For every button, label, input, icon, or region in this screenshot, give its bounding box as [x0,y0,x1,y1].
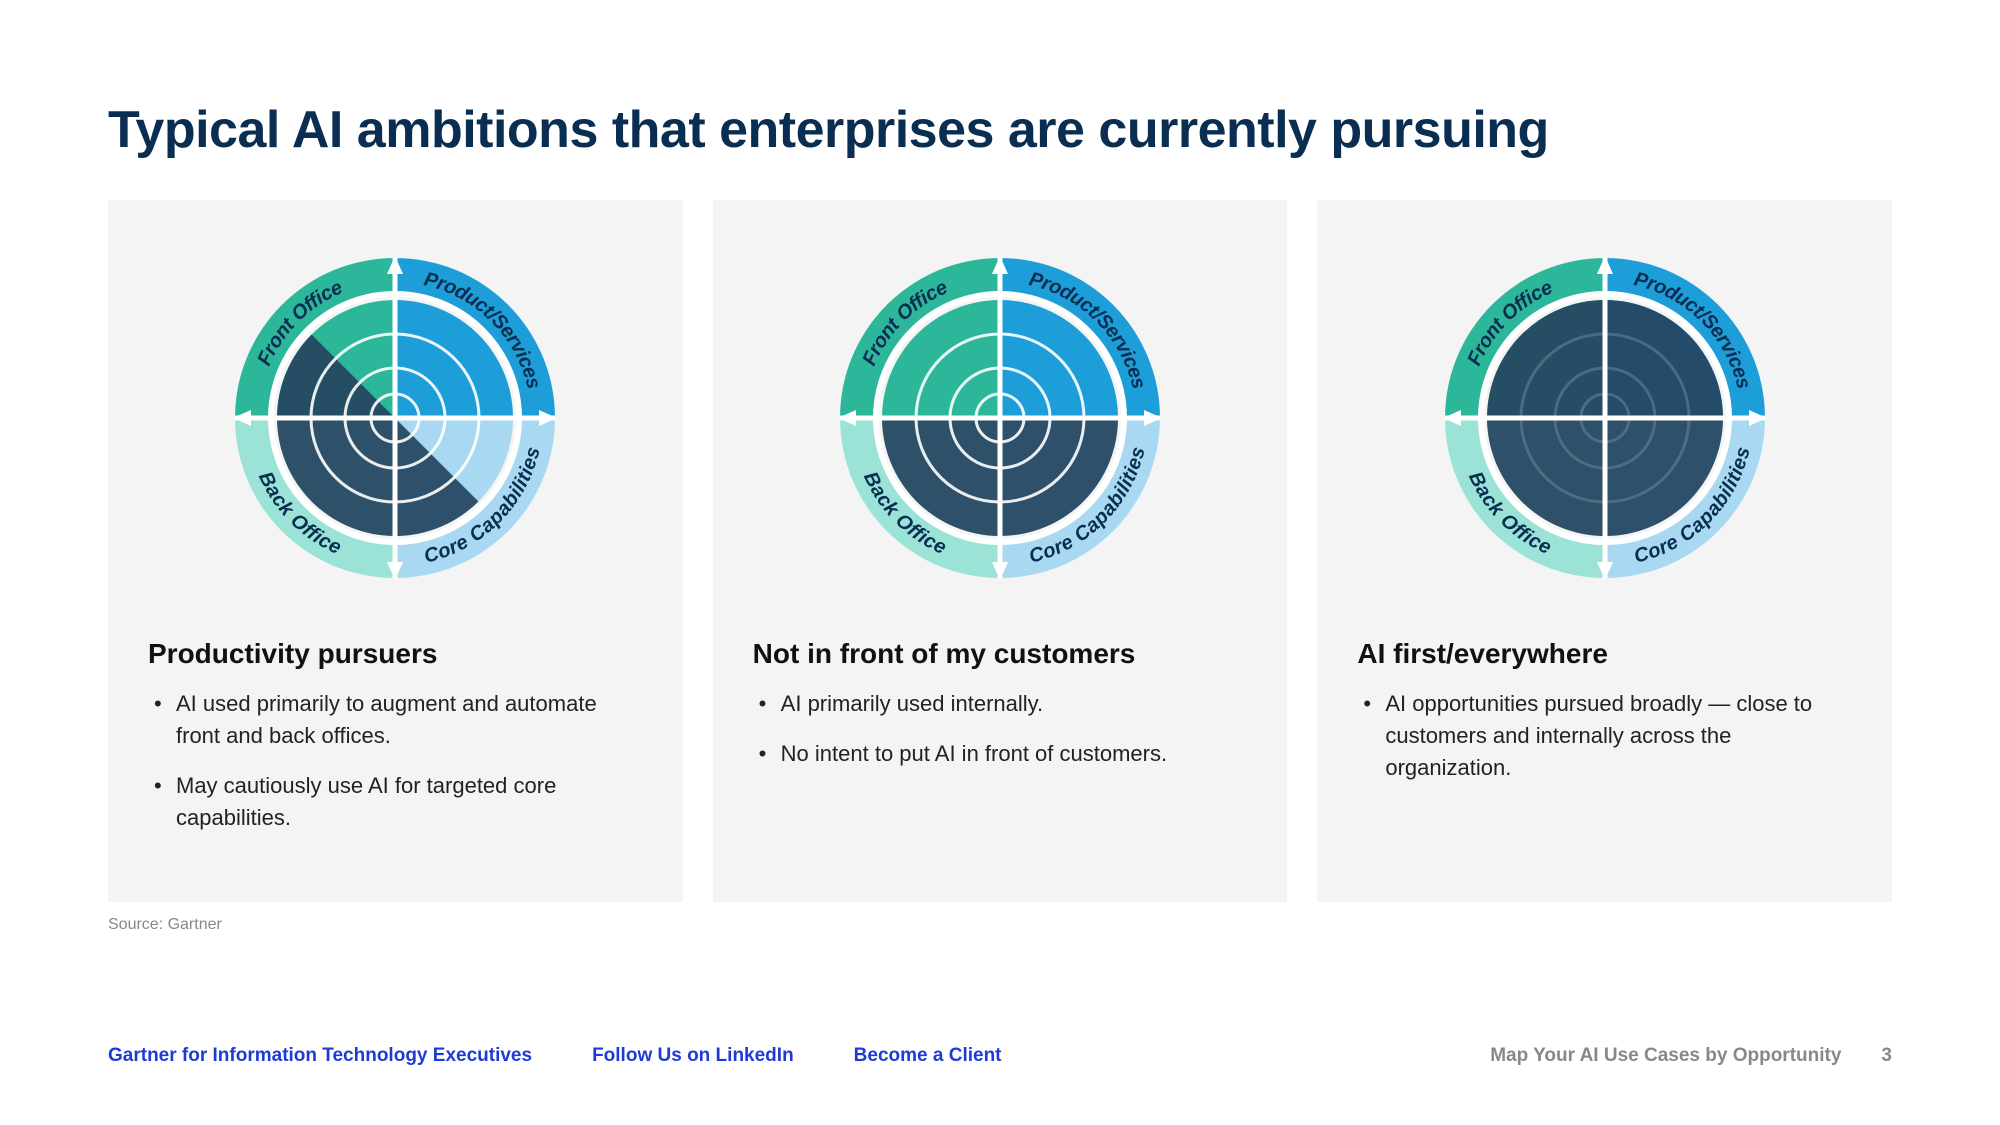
card-heading: Productivity pursuers [148,638,643,670]
card-bullet: AI primarily used internally. [753,688,1248,720]
footer-link-2[interactable]: Become a Client [854,1045,1002,1067]
footer-link-1[interactable]: Follow Us on LinkedIn [592,1045,794,1067]
card-bullets: AI used primarily to augment and automat… [148,688,643,834]
card-bullets: AI opportunities pursued broadly — close… [1357,688,1852,784]
page-title: Typical AI ambitions that enterprises ar… [108,100,1892,160]
radar-chart: Front OfficeProduct/ServicesBack OfficeC… [215,238,575,598]
footer-link-0[interactable]: Gartner for Information Technology Execu… [108,1045,532,1067]
card-bullet: AI used primarily to augment and automat… [148,688,643,752]
card-heading: Not in front of my customers [753,638,1248,670]
card-productivity: Front OfficeProduct/ServicesBack OfficeC… [108,200,683,902]
footer-page-number: 3 [1881,1045,1892,1067]
chart-wrap: Front OfficeProduct/ServicesBack OfficeC… [1357,238,1852,598]
card-not-in-front: Front OfficeProduct/ServicesBack OfficeC… [713,200,1288,902]
radar-chart: Front OfficeProduct/ServicesBack OfficeC… [1425,238,1785,598]
slide: Typical AI ambitions that enterprises ar… [0,0,2000,1125]
footer-right: Map Your AI Use Cases by Opportunity 3 [1490,1045,1892,1067]
card-ai-first: Front OfficeProduct/ServicesBack OfficeC… [1317,200,1892,902]
card-bullet: AI opportunities pursued broadly — close… [1357,688,1852,784]
card-bullet: May cautiously use AI for targeted core … [148,770,643,834]
footer-links: Gartner for Information Technology Execu… [108,1045,1002,1067]
chart-wrap: Front OfficeProduct/ServicesBack OfficeC… [148,238,643,598]
footer-doc-title: Map Your AI Use Cases by Opportunity [1490,1045,1841,1067]
card-bullets: AI primarily used internally. No intent t… [753,688,1248,770]
card-bullet: No intent to put AI in front of customer… [753,738,1248,770]
radar-chart: Front OfficeProduct/ServicesBack OfficeC… [820,238,1180,598]
cards-row: Front OfficeProduct/ServicesBack OfficeC… [108,200,1892,902]
chart-wrap: Front OfficeProduct/ServicesBack OfficeC… [753,238,1248,598]
card-heading: AI first/everywhere [1357,638,1852,670]
source-line: Source: Gartner [108,916,1892,934]
footer: Gartner for Information Technology Execu… [108,1045,1892,1067]
